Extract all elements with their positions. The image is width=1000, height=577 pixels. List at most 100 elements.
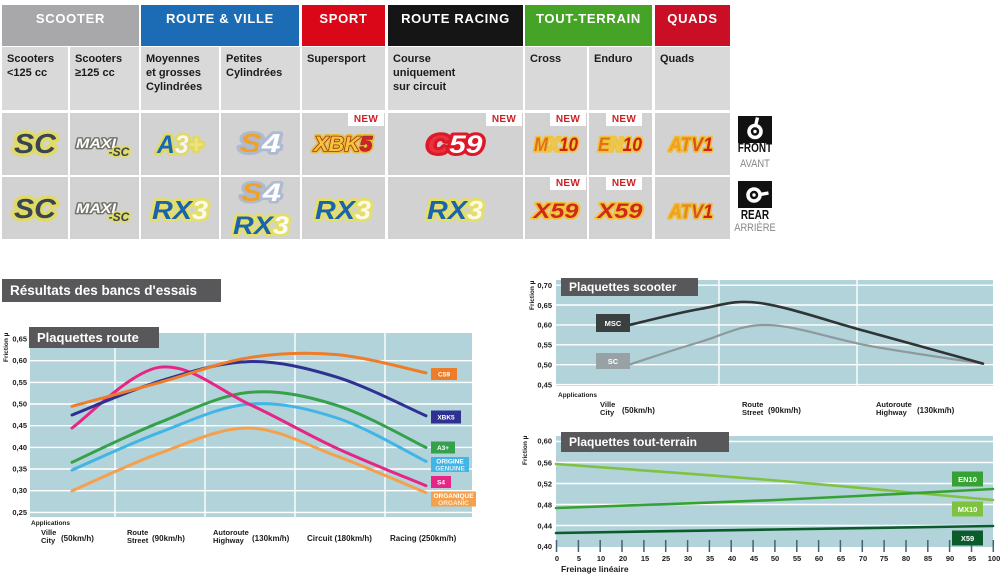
svg-text:(50km/h): (50km/h) (622, 406, 655, 415)
svg-text:0,44: 0,44 (537, 522, 552, 531)
svg-text:35: 35 (706, 554, 714, 563)
svg-text:Friction µ: Friction µ (529, 280, 536, 310)
svg-text:RX3: RX 3 (427, 195, 484, 225)
svg-text:10: 10 (597, 554, 605, 563)
svg-text:(130km/h): (130km/h) (917, 406, 955, 415)
svg-text:0: 0 (555, 554, 559, 563)
svg-text:Highway: Highway (213, 536, 245, 545)
svg-text:ORGANIC: ORGANIC (438, 500, 469, 507)
svg-text:60: 60 (815, 554, 823, 563)
svg-text:XBK5: XBK5 (437, 415, 455, 422)
svg-text:70: 70 (859, 554, 867, 563)
svg-text:Applications: Applications (558, 392, 597, 399)
svg-text:MX10: MX10 (958, 505, 978, 514)
svg-text:A3+: A3+ (156, 131, 203, 159)
svg-text:0,48: 0,48 (537, 501, 552, 510)
svg-text:Street: Street (127, 536, 149, 545)
svg-text:0,65: 0,65 (537, 301, 552, 310)
svg-text:Applications: Applications (31, 520, 70, 527)
svg-text:55: 55 (793, 554, 801, 563)
svg-text:Autoroute: Autoroute (876, 400, 912, 409)
svg-text:X59: X59 (961, 534, 974, 543)
svg-text:5: 5 (577, 554, 581, 563)
svg-text:C59: C59 (428, 131, 483, 159)
svg-text:0,40: 0,40 (12, 443, 27, 452)
svg-text:S4: S4 (240, 128, 282, 158)
svg-text:GENUINE: GENUINE (435, 466, 465, 473)
svg-text:45: 45 (750, 554, 758, 563)
svg-text:SC: SC (14, 128, 57, 159)
svg-text:MX10: MX10 (534, 135, 578, 156)
svg-text:0,52: 0,52 (537, 480, 552, 489)
svg-text:Racing (250km/h): Racing (250km/h) (390, 534, 457, 543)
svg-text:-SC: -SC (109, 145, 130, 159)
svg-text:S4: S4 (437, 480, 445, 487)
svg-text:95: 95 (968, 554, 976, 563)
svg-text:85: 85 (924, 554, 932, 563)
svg-text:EN10: EN10 (598, 135, 642, 156)
svg-text:FRONT: FRONT (738, 142, 772, 155)
svg-text:RX3: RX 3 (233, 212, 289, 240)
svg-text:EN10: EN10 (958, 475, 977, 484)
svg-text:0,55: 0,55 (537, 341, 552, 350)
svg-text:Route: Route (127, 528, 148, 537)
svg-text:ATV1: ATV1 (668, 202, 713, 223)
svg-text:0,56: 0,56 (537, 459, 552, 468)
svg-text:Route: Route (742, 400, 763, 409)
svg-text:0,60: 0,60 (537, 437, 552, 446)
svg-text:0,60: 0,60 (12, 356, 27, 365)
svg-text:Ville: Ville (41, 528, 56, 537)
svg-text:A3+: A3+ (437, 445, 449, 452)
svg-text:C59: C59 (438, 372, 450, 379)
svg-text:75: 75 (880, 554, 888, 563)
svg-text:90: 90 (946, 554, 954, 563)
svg-text:0,25: 0,25 (12, 508, 27, 517)
svg-text:XBK5: XBK5 (313, 133, 372, 156)
svg-text:SC: SC (14, 193, 57, 224)
svg-text:RX3: RX 3 (315, 195, 372, 225)
svg-text:-SC: -SC (109, 210, 130, 224)
svg-text:X59: X59 (532, 200, 579, 223)
svg-text:Autoroute: Autoroute (213, 528, 249, 537)
svg-text:SC: SC (608, 357, 619, 366)
svg-text:80: 80 (902, 554, 910, 563)
svg-text:0,40: 0,40 (537, 542, 552, 551)
svg-text:AVANT: AVANT (740, 158, 770, 170)
svg-text:50: 50 (771, 554, 779, 563)
svg-text:Friction µ: Friction µ (3, 332, 10, 362)
svg-text:0,30: 0,30 (12, 486, 27, 495)
svg-text:0,55: 0,55 (12, 378, 27, 387)
svg-text:(50km/h): (50km/h) (61, 534, 94, 543)
svg-text:MSC: MSC (605, 319, 622, 328)
svg-text:RX3: RX 3 (152, 195, 209, 225)
svg-text:City: City (41, 536, 56, 545)
svg-text:Freinage linéaire: Freinage linéaire (561, 564, 629, 574)
svg-text:Highway: Highway (876, 408, 908, 417)
svg-text:Circuit (180km/h): Circuit (180km/h) (307, 534, 372, 543)
svg-text:30: 30 (684, 554, 692, 563)
svg-text:0,35: 0,35 (12, 465, 27, 474)
svg-text:Ville: Ville (600, 400, 615, 409)
svg-text:25: 25 (662, 554, 670, 563)
svg-text:0,70: 0,70 (537, 281, 552, 290)
svg-text:0,50: 0,50 (537, 361, 552, 370)
svg-text:15: 15 (641, 554, 649, 563)
svg-text:100: 100 (988, 554, 1000, 563)
svg-text:ORIGINE: ORIGINE (436, 459, 464, 466)
svg-text:0,45: 0,45 (12, 421, 27, 430)
svg-text:(90km/h): (90km/h) (152, 534, 185, 543)
svg-text:MAXI: MAXI (76, 135, 117, 151)
svg-text:20: 20 (619, 554, 627, 563)
svg-text:REAR: REAR (741, 209, 769, 222)
svg-text:0,50: 0,50 (12, 400, 27, 409)
svg-text:S4: S4 (241, 179, 281, 207)
svg-text:Street: Street (742, 408, 764, 417)
svg-text:XBK5: XBK5 (313, 133, 372, 156)
svg-text:65: 65 (837, 554, 845, 563)
svg-text:(90km/h): (90km/h) (768, 406, 801, 415)
svg-text:0,65: 0,65 (12, 335, 27, 344)
svg-text:City: City (600, 408, 615, 417)
svg-text:(130km/h): (130km/h) (252, 534, 290, 543)
svg-text:ORGANIQUE: ORGANIQUE (433, 493, 474, 500)
svg-text:0,60: 0,60 (537, 321, 552, 330)
